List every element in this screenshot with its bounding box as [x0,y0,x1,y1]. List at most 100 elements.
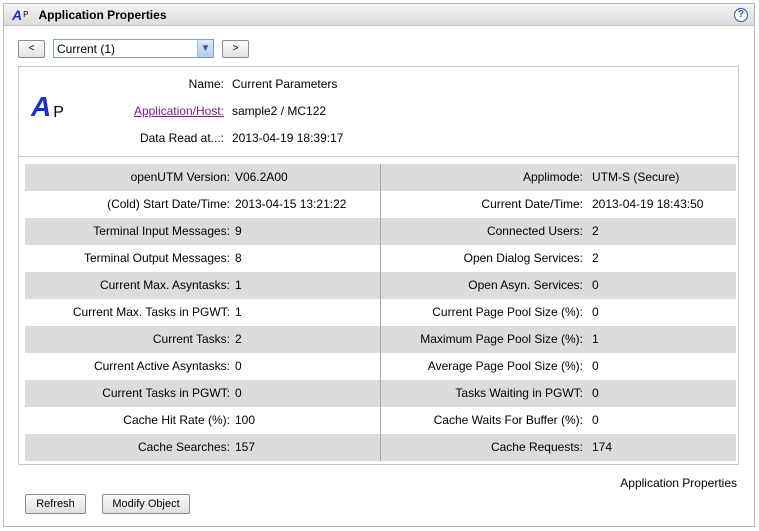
property-cell-right: Applimode: UTM-S (Secure) [381,164,736,191]
property-value: 1 [235,278,242,292]
version-select-value: Current (1) [57,41,116,56]
property-label: Connected Users: [486,224,583,238]
property-label: Current Tasks: [152,332,230,346]
property-label: Current Page Pool Size (%): [432,305,583,319]
property-row: Current Tasks in PGWT: 0 Tasks Waiting in … [25,380,736,407]
name-label: Name: [188,77,224,91]
version-select[interactable]: Current (1) ▼ [53,39,214,58]
property-value: 1 [592,332,599,346]
property-row: Cache Searches: 157 Cache Requests: 174 [25,434,736,461]
property-label: Current Max. Tasks in PGWT: [72,305,230,319]
property-value: 8 [235,251,242,265]
property-value: 0 [592,305,599,319]
modify-object-button[interactable]: Modify Object [102,494,190,514]
property-value: 2 [235,332,242,346]
property-cell-left: Current Tasks in PGWT: 0 [25,380,381,407]
property-label: Average Page Pool Size (%): [427,359,583,373]
data-read-row: Data Read at...: 2013-04-19 18:39:17 [19,131,739,147]
property-cell-left: Current Tasks: 2 [25,326,381,353]
next-button[interactable]: > [222,39,249,58]
chevron-down-icon[interactable]: ▼ [197,40,213,57]
property-row: Cache Hit Rate (%): 100 Cache Waits For Bu… [25,407,736,434]
property-cell-right: Current Page Pool Size (%): 0 [381,299,736,326]
property-cell-right: Open Dialog Services: 2 [381,245,736,272]
logo-sub: P [53,104,64,121]
property-value: 2013-04-19 18:43:50 [592,197,704,211]
property-row: Current Max. Asyntasks: 1 Open Asyn. Servi… [25,272,736,299]
property-cell-right: Cache Waits For Buffer (%): 0 [381,407,736,434]
property-cell-right: Tasks Waiting in PGWT: 0 [381,380,736,407]
property-value: UTM-S (Secure) [592,170,680,184]
name-value: Current Parameters [232,77,338,91]
property-value: 100 [235,413,256,427]
property-label: Tasks Waiting in PGWT: [455,386,583,400]
property-cell-left: Terminal Output Messages: 8 [25,245,381,272]
property-cell-right: Maximum Page Pool Size (%): 1 [381,326,736,353]
property-label: Cache Requests: [490,440,583,454]
refresh-button[interactable]: Refresh [25,494,86,514]
property-value: 174 [592,440,613,454]
title-icon-letter: A [12,6,23,23]
property-label: Current Date/Time: [481,197,583,211]
property-label: Applimode: [522,170,583,184]
property-cell-right: Current Date/Time: 2013-04-19 18:43:50 [381,191,736,218]
property-cell-right: Cache Requests: 174 [381,434,736,461]
property-label: Maximum Page Pool Size (%): [420,332,583,346]
property-label: Open Asyn. Services: [468,278,583,292]
property-value: 0 [592,386,599,400]
property-label: Current Active Asyntasks: [93,359,230,373]
properties-content: A P Name: Current Parameters Application… [18,66,739,465]
title-icon-sub: P [23,9,29,19]
property-row: (Cold) Start Date/Time: 2013-04-15 13:21:… [25,191,736,218]
data-read-value: 2013-04-19 18:39:17 [232,131,344,145]
property-label: Open Dialog Services: [463,251,583,265]
property-label: openUTM Version: [130,170,230,184]
property-value: 2 [592,251,599,265]
property-cell-left: (Cold) Start Date/Time: 2013-04-15 13:21:… [25,191,381,218]
property-value: 0 [592,413,599,427]
apphost-value: sample2 / MC122 [232,104,327,118]
property-value: 0 [235,386,242,400]
footer-label: Application Properties [620,476,737,490]
property-label: Cache Waits For Buffer (%): [433,413,583,427]
property-cell-right: Open Asyn. Services: 0 [381,272,736,299]
properties-grid: openUTM Version: V06.2A00 Applimode: UTM-S … [25,164,736,461]
property-value: V06.2A00 [235,170,288,184]
navigation-bar: < Current (1) ▼ > [18,39,249,58]
apphost-row: Application/Host: sample2 / MC122 [19,104,739,120]
help-icon[interactable]: ? [734,8,748,22]
property-row: Current Tasks: 2 Maximum Page Pool Size (%… [25,326,736,353]
property-value: 2013-04-15 13:21:22 [235,197,347,211]
property-value: 0 [592,278,599,292]
property-value: 0 [235,359,242,373]
previous-button[interactable]: < [18,39,45,58]
property-value: 0 [592,359,599,373]
property-value: 1 [235,305,242,319]
property-label: (Cold) Start Date/Time: [107,197,230,211]
app-logo-icon: A P [31,93,64,121]
property-cell-left: Current Active Asyntasks: 0 [25,353,381,380]
name-row: Name: Current Parameters [19,77,739,93]
property-row: openUTM Version: V06.2A00 Applimode: UTM-S … [25,164,736,191]
property-label: Current Tasks in PGWT: [102,386,230,400]
window-title: Application Properties [38,7,167,22]
apphost-link[interactable]: Application/Host: [133,104,224,118]
property-label: Terminal Input Messages: [93,224,230,238]
properties-header: A P Name: Current Parameters Application… [19,67,738,157]
property-label: Cache Hit Rate (%): [123,413,230,427]
property-cell-left: Terminal Input Messages: 9 [25,218,381,245]
property-row: Current Active Asyntasks: 0 Average Page P… [25,353,736,380]
property-row: Current Max. Tasks in PGWT: 1 Current Page… [25,299,736,326]
property-row: Terminal Output Messages: 8 Open Dialog Se… [25,245,736,272]
property-cell-left: Cache Hit Rate (%): 100 [25,407,381,434]
property-value: 9 [235,224,242,238]
property-cell-right: Average Page Pool Size (%): 0 [381,353,736,380]
property-cell-left: Cache Searches: 157 [25,434,381,461]
property-value: 157 [235,440,256,454]
property-label: Terminal Output Messages: [83,251,230,265]
property-cell-left: Current Max. Asyntasks: 1 [25,272,381,299]
logo-letter: A [31,91,52,122]
